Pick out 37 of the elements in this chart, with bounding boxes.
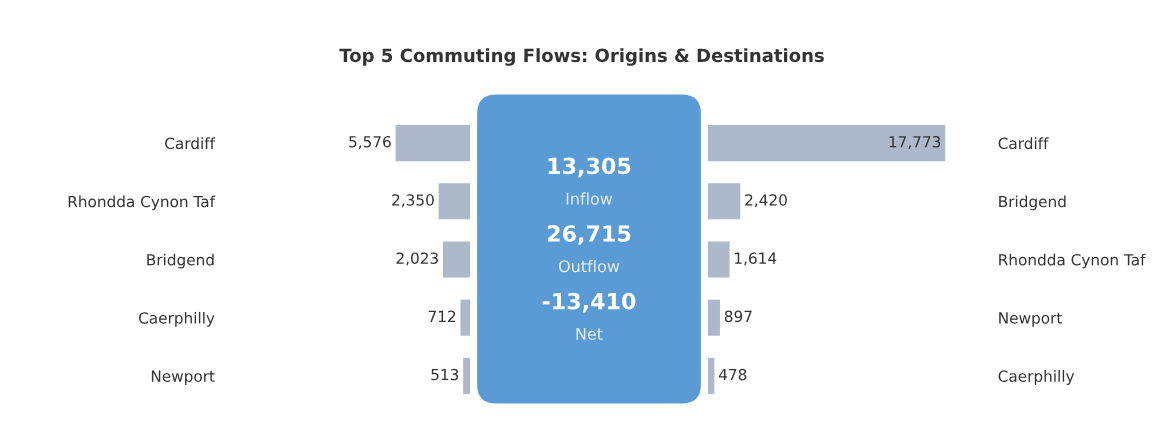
category-label: Inflow bbox=[566, 192, 613, 205]
y-tick-label: Caerphilly bbox=[138, 311, 215, 327]
bar bbox=[395, 125, 470, 162]
y-tick-label: Bridgend bbox=[147, 253, 214, 269]
y-tick-label: Cardiff bbox=[165, 137, 216, 150]
bar bbox=[708, 299, 720, 336]
bar bbox=[708, 125, 946, 162]
bar bbox=[708, 183, 741, 220]
data-label: 2,023 bbox=[396, 252, 438, 266]
y-tick-label: Rhondda Cynon Taf bbox=[68, 195, 216, 211]
bar bbox=[463, 357, 470, 394]
data-label: 17,773 bbox=[889, 135, 941, 150]
y-tick-label: Newport bbox=[151, 370, 215, 385]
data-label: 2,350 bbox=[392, 194, 434, 208]
bar bbox=[460, 299, 470, 336]
text: Top 5 Commuting Flows: Origins & Destinations bbox=[339, 48, 824, 66]
data-label: -13,410 bbox=[542, 292, 636, 313]
category-label: Outflow bbox=[558, 259, 620, 273]
category-label: Net bbox=[576, 328, 603, 340]
bar bbox=[708, 357, 715, 394]
data-label: 897 bbox=[724, 310, 752, 323]
y-tick-label: Rhondda Cynon Taf bbox=[999, 253, 1146, 269]
data-label: 513 bbox=[431, 368, 459, 381]
data-label: 2,420 bbox=[745, 194, 787, 208]
data-label: 26,715 bbox=[547, 225, 631, 245]
y-tick-label: Newport bbox=[999, 312, 1062, 327]
bar bbox=[443, 241, 470, 278]
bar bbox=[708, 241, 730, 278]
data-label: 13,305 bbox=[548, 157, 631, 178]
data-label: 1,614 bbox=[735, 252, 777, 266]
data-label: 5,576 bbox=[349, 135, 391, 150]
data-label: 478 bbox=[718, 368, 747, 381]
y-tick-label: Bridgend bbox=[999, 195, 1066, 211]
bar bbox=[438, 183, 470, 220]
y-tick-label: Cardiff bbox=[998, 137, 1049, 150]
data-label: 712 bbox=[428, 310, 456, 322]
y-tick-label: Caerphilly bbox=[998, 370, 1075, 385]
